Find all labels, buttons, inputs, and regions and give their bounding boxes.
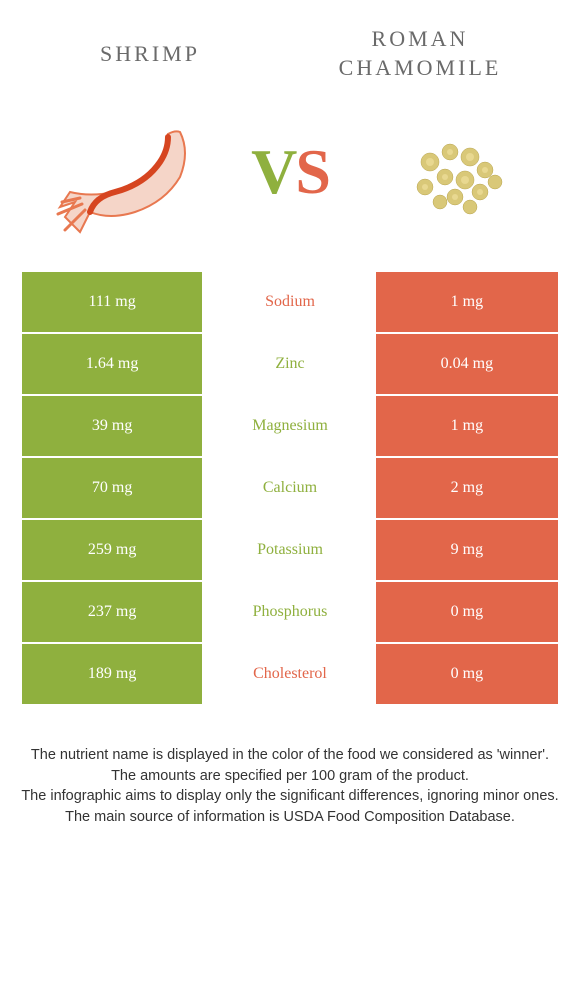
footer-line-3: The infographic aims to display only the… [20, 787, 560, 807]
header-title-right: Roman chamomile [310, 25, 530, 82]
left-value: 39 mg [22, 396, 204, 458]
table-row: 259 mgPotassium9 mg [22, 520, 558, 582]
vs-v-letter: V [251, 136, 295, 207]
right-value: 1 mg [376, 272, 558, 334]
images-row: VS [0, 92, 580, 272]
left-value: 259 mg [22, 520, 204, 582]
nutrient-table: 111 mgSodium1 mg1.64 mgZinc0.04 mg39 mgM… [22, 272, 558, 706]
table-row: 189 mgCholesterol0 mg [22, 644, 558, 706]
shrimp-image [40, 102, 210, 242]
nutrient-name: Sodium [204, 272, 376, 334]
table-row: 1.64 mgZinc0.04 mg [22, 334, 558, 396]
right-value: 0 mg [376, 582, 558, 644]
right-value: 0.04 mg [376, 334, 558, 396]
nutrient-name: Magnesium [204, 396, 376, 458]
footer-line-1: The nutrient name is displayed in the co… [20, 746, 560, 766]
footer-notes: The nutrient name is displayed in the co… [0, 706, 580, 827]
nutrient-name: Potassium [204, 520, 376, 582]
left-value: 237 mg [22, 582, 204, 644]
nutrient-name: Phosphorus [204, 582, 376, 644]
right-value: 2 mg [376, 458, 558, 520]
footer-line-4: The main source of information is USDA F… [20, 808, 560, 828]
title-chamomile: Roman chamomile [310, 25, 530, 82]
left-value: 1.64 mg [22, 334, 204, 396]
right-value: 9 mg [376, 520, 558, 582]
table-row: 111 mgSodium1 mg [22, 272, 558, 334]
chamomile-image [370, 102, 540, 242]
table-row: 70 mgCalcium2 mg [22, 458, 558, 520]
title-shrimp: Shrimp [50, 40, 250, 69]
nutrient-name: Calcium [204, 458, 376, 520]
nutrient-name: Cholesterol [204, 644, 376, 706]
footer-line-2: The amounts are specified per 100 gram o… [20, 767, 560, 787]
vs-s-letter: S [295, 136, 329, 207]
left-value: 70 mg [22, 458, 204, 520]
left-value: 189 mg [22, 644, 204, 706]
table-row: 39 mgMagnesium1 mg [22, 396, 558, 458]
vs-label: VS [251, 135, 329, 209]
nutrient-name: Zinc [204, 334, 376, 396]
left-value: 111 mg [22, 272, 204, 334]
right-value: 1 mg [376, 396, 558, 458]
header: Shrimp Roman chamomile [0, 0, 580, 92]
table-row: 237 mgPhosphorus0 mg [22, 582, 558, 644]
header-title-left: Shrimp [50, 25, 250, 82]
right-value: 0 mg [376, 644, 558, 706]
